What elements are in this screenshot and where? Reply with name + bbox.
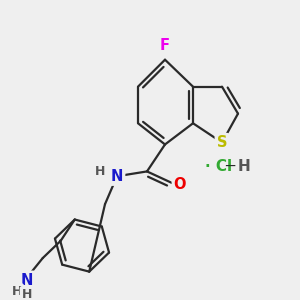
Text: ─: ─	[225, 159, 234, 174]
Text: S: S	[217, 135, 227, 150]
Text: H: H	[95, 165, 105, 178]
Text: H: H	[12, 285, 22, 298]
Text: · Cl: · Cl	[205, 159, 232, 174]
Text: F: F	[160, 38, 170, 53]
Text: H: H	[22, 288, 32, 300]
Text: N: N	[21, 273, 33, 288]
Text: O: O	[174, 177, 186, 192]
Text: H: H	[238, 159, 251, 174]
Text: N: N	[111, 169, 123, 184]
